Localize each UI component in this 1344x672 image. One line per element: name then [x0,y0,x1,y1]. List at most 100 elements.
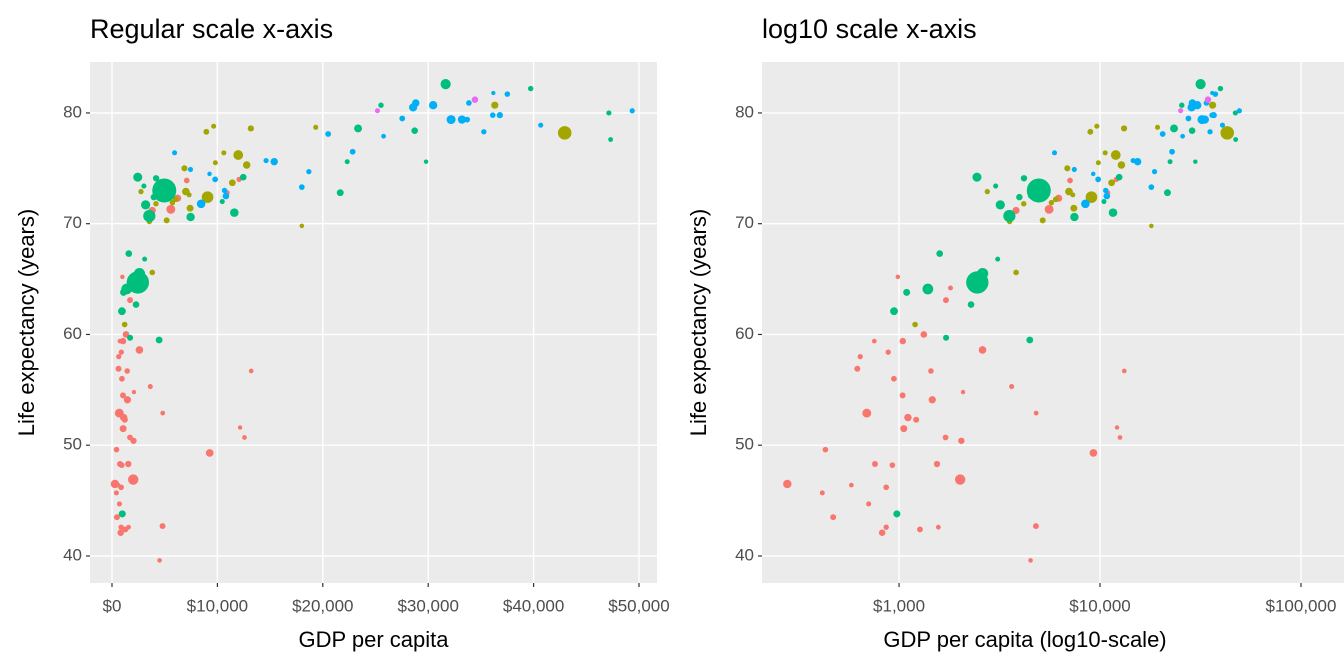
point [1200,115,1209,124]
point [943,297,949,304]
plot-background [762,62,1344,583]
point [143,209,156,223]
point [606,110,612,116]
point [1179,102,1185,108]
point [205,449,214,457]
point [219,199,225,205]
point [1013,269,1019,276]
x-tick-label: $10,000 [187,596,248,615]
point [140,200,151,210]
point [878,529,886,536]
point [1180,133,1186,139]
point [127,297,133,304]
point [1020,175,1028,182]
point [127,334,134,341]
point [889,462,896,468]
point [899,337,907,345]
point [1151,169,1158,175]
y-tick-label: 40 [735,545,754,564]
point [819,490,825,496]
x-tick-label: $100,000 [1266,596,1337,615]
point [854,365,861,372]
point [866,501,872,507]
point [1121,368,1127,374]
point [557,126,572,140]
point [1070,204,1078,212]
point [186,204,194,212]
point [917,526,923,533]
point [121,321,128,328]
y-tick-label: 70 [735,213,754,232]
point [411,127,419,134]
y-axis-title: Life expectancy (years) [14,209,39,436]
point [123,396,132,404]
point [446,115,456,125]
point [958,437,965,444]
point [993,183,999,189]
point [133,267,146,280]
y-tick-label: 80 [735,102,754,121]
y-tick-label: 50 [735,435,754,454]
point [423,159,429,164]
point [904,413,912,422]
point [221,187,228,194]
point [481,129,487,135]
point [242,435,247,440]
x-tick-label: $40,000 [503,596,564,615]
point [120,288,127,296]
y-tick-label: 80 [63,102,82,121]
point [1089,449,1098,457]
point [1164,189,1171,197]
point [118,484,124,491]
panel: 40 50 60 70 80 $1,000 $10,000 $100,000 log10 sca… [686,14,1344,652]
point [1094,123,1100,129]
point [1217,85,1224,92]
point [1170,124,1178,133]
point [374,108,381,114]
point [1108,208,1118,217]
point [1204,96,1212,103]
point [124,368,130,374]
point [885,349,891,355]
point [1070,192,1076,198]
point [186,192,192,198]
point [1091,171,1096,177]
point [138,188,144,195]
point [972,172,982,182]
point [1220,126,1235,140]
point [822,446,829,453]
point [1095,176,1102,183]
point [1219,122,1226,128]
point [1167,159,1173,165]
point [128,474,139,485]
point [1016,193,1023,201]
point [142,256,148,262]
point [849,482,854,488]
point [237,425,243,430]
point [181,165,188,172]
point [1032,523,1039,530]
point [127,434,133,441]
point [1026,336,1034,344]
point [504,91,511,97]
point [120,274,125,280]
point [1101,199,1107,205]
point [203,128,210,135]
point [313,124,319,130]
x-tick-label: $20,000 [292,596,353,615]
point [221,150,227,156]
point [1087,128,1094,135]
panel: 40 50 60 70 80 $0 $10,000 $20,000 $30,000 $40,000… [14,14,670,652]
point [122,526,129,533]
point [399,115,406,122]
x-tick-label: $10,000 [1069,596,1130,615]
point [135,346,144,354]
point [1149,223,1154,229]
point [1044,204,1054,214]
point [113,446,120,453]
point [830,514,837,521]
point [871,461,878,468]
point [159,523,166,530]
point [1028,558,1033,563]
